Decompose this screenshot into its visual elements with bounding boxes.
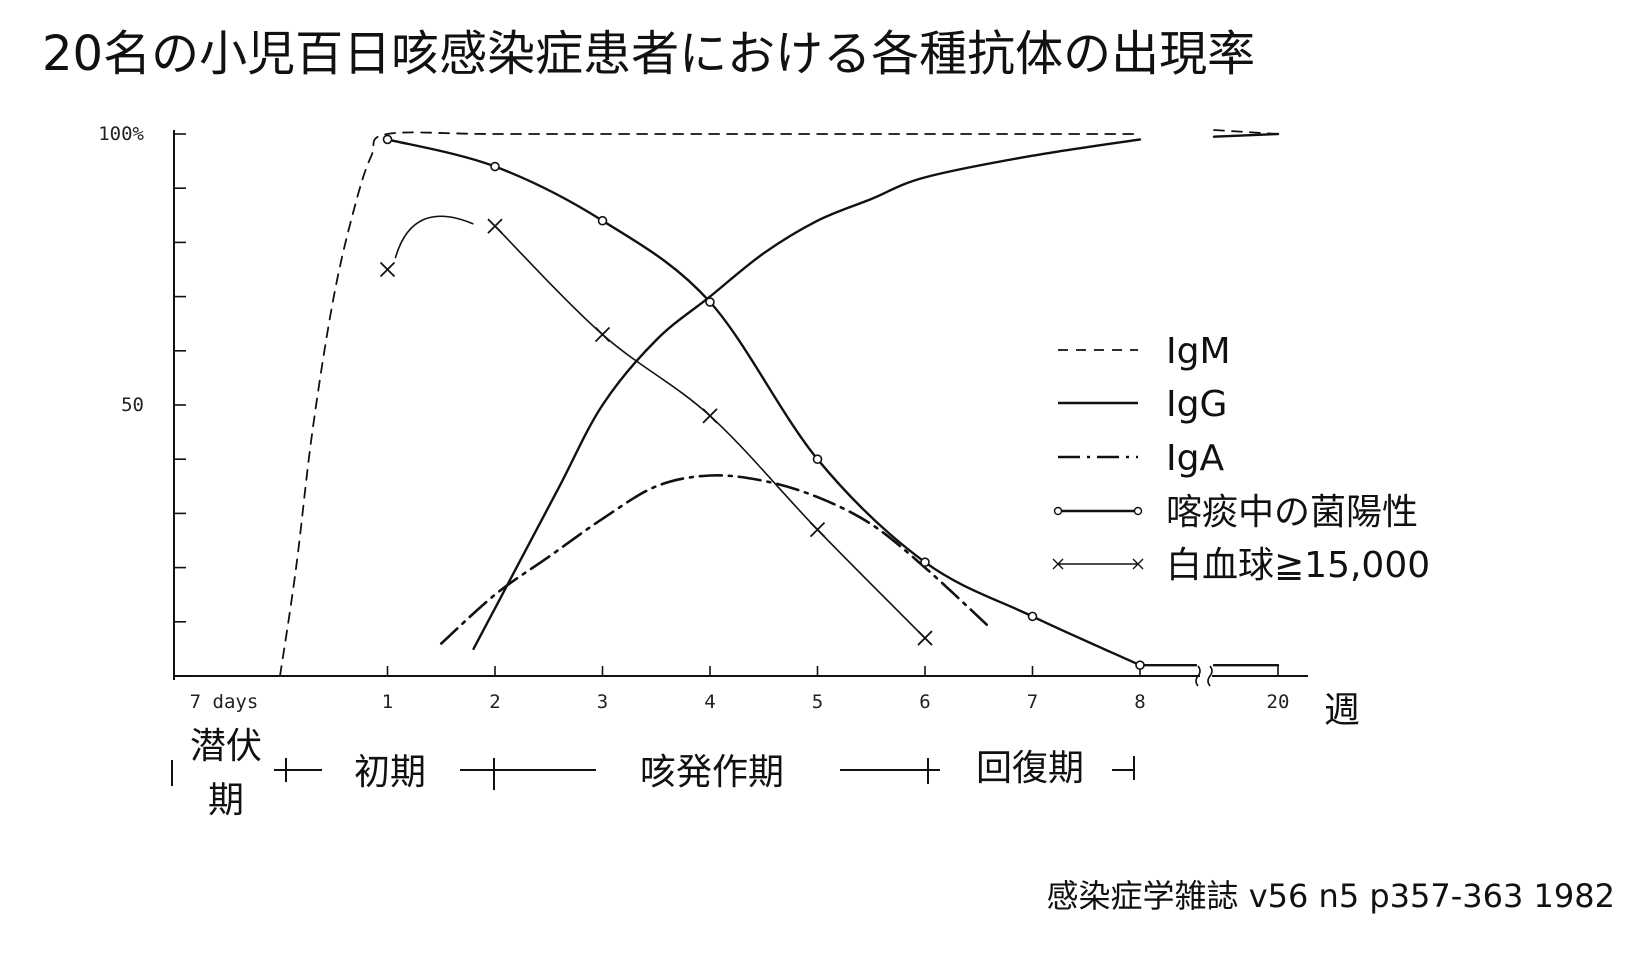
- phase-divider-1: [274, 758, 322, 782]
- x-tick-label: 8: [1134, 691, 1145, 713]
- legend-label-4: 白血球≧15,000: [1166, 545, 1430, 586]
- legend-marker-cross: [1052, 558, 1064, 570]
- series-marker-circle: [812, 454, 823, 465]
- series-4: [379, 215, 933, 646]
- series-line: [386, 138, 1142, 667]
- series-marker-circle: [1135, 660, 1145, 670]
- legend-label-3: 喀痰中の菌陽性: [1166, 492, 1418, 533]
- series-marker-cross: [809, 522, 826, 538]
- series-marker-circle: [490, 161, 500, 172]
- phase-label-2: 咳発作期: [640, 752, 784, 793]
- series-marker-cross: [379, 261, 396, 278]
- y-tick-label: 100%: [98, 123, 144, 145]
- series-marker-circle: [705, 297, 715, 307]
- legend-label-2: IgA: [1166, 438, 1224, 479]
- series-3: [382, 134, 1280, 670]
- phase-label-3: 回復期: [976, 748, 1084, 789]
- x-tick-label: 7: [1027, 691, 1038, 713]
- series-line: [279, 131, 1141, 677]
- axes: 100% 50 7 days 1 2 3 4 5 6 7 8 20 週: [98, 123, 1360, 731]
- x-axis-unit: 週: [1324, 690, 1360, 731]
- series-marker-cross: [917, 630, 933, 646]
- series-marker-circle: [920, 557, 930, 567]
- series-line: [472, 138, 1142, 651]
- series-1: [472, 132, 1280, 651]
- series-line: [440, 474, 991, 645]
- x-tick-label: 2: [489, 691, 500, 713]
- x-axis-break: [1195, 665, 1213, 687]
- legend-marker-circle: [1133, 506, 1143, 516]
- x-tick-label: 20: [1267, 691, 1290, 713]
- phase-label-0: 潜伏期: [190, 726, 262, 821]
- series-line: [494, 225, 926, 639]
- x-tick-label: 5: [812, 691, 823, 713]
- series-marker-cross: [594, 326, 611, 343]
- series-2: [440, 474, 991, 645]
- phase-bar: 潜伏期 初期 咳発作期 回復期: [171, 726, 1135, 821]
- phase-divider-4: [1112, 756, 1135, 780]
- series-marker-circle: [597, 215, 608, 226]
- chart-title: 20名の小児百日咳感染症患者における各種抗体の出現率: [42, 26, 1256, 82]
- x-tick-label: 7 days: [190, 691, 259, 713]
- x-tick-label: 3: [597, 691, 608, 713]
- x-tick-label: 1: [382, 691, 393, 713]
- y-tick-label: 50: [121, 394, 144, 416]
- phase-label-1: 初期: [354, 752, 426, 793]
- citation: 感染症学雑誌 v56 n5 p357-363 1982: [1046, 877, 1615, 915]
- phase-divider-2: [460, 758, 596, 790]
- x-tick-label: 6: [919, 691, 930, 713]
- series-line: [394, 215, 474, 259]
- series-marker-cross: [487, 218, 503, 234]
- series-marker-circle: [1027, 611, 1038, 622]
- phase-divider-3: [840, 758, 940, 784]
- x-tick-label: 4: [704, 691, 715, 713]
- series-marker-circle: [382, 134, 393, 145]
- legend-label-0: IgM: [1166, 331, 1231, 372]
- series-marker-cross: [702, 408, 718, 424]
- legend-marker-circle: [1053, 506, 1063, 516]
- series-layer: [279, 129, 1280, 677]
- legend-marker-cross: [1132, 558, 1144, 570]
- series-line-after-break: [1212, 132, 1280, 138]
- legend-label-1: IgG: [1166, 384, 1227, 425]
